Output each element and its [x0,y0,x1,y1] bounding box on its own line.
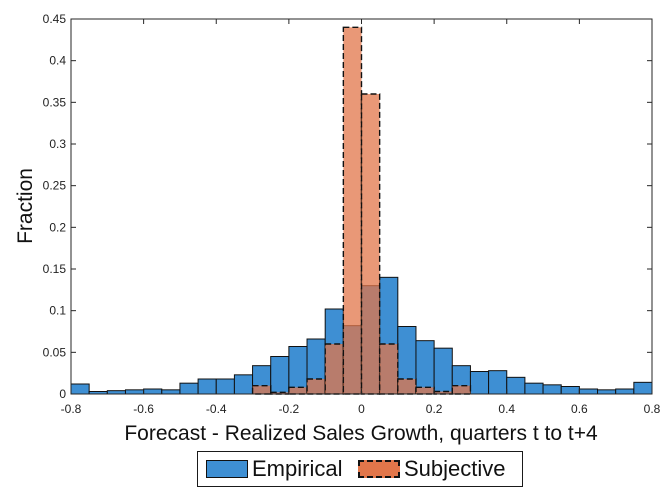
subjective-bar [360,93,381,395]
legend-swatch-subjective [358,460,400,478]
x-tick-label: -0.4 [206,402,227,416]
subjective-bar [397,378,417,395]
empirical-bar [143,388,163,395]
subjective-bar [324,343,345,395]
y-tick-label: 0.1 [49,304,66,318]
empirical-bar [506,376,526,395]
empirical-bar [197,378,217,395]
y-tick-label: 0.35 [43,95,67,109]
subjective-bar [451,384,472,395]
empirical-bar [488,370,508,395]
x-tick-label: 0.2 [426,402,443,416]
x-tick-label: 0.6 [571,402,588,416]
empirical-bar [578,388,599,395]
y-tick-label: 0.2 [49,220,66,234]
subjective-bar [288,386,308,395]
y-tick-label: 0 [59,387,66,401]
x-tick-label: -0.8 [61,402,82,416]
empirical-bar [615,388,635,395]
empirical-bar [560,386,580,395]
legend-swatch-empirical [206,460,248,478]
empirical-bar [415,340,435,395]
empirical-bar [542,384,562,395]
x-tick-label: 0.4 [498,402,515,416]
empirical-bar [179,382,199,395]
empirical-bar [270,356,290,395]
y-tick-label: 0.3 [49,137,66,151]
empirical-bar [633,381,653,395]
y-tick-label: 0.15 [43,262,67,276]
y-tick-label: 0.05 [43,345,67,359]
empirical-bar [597,389,617,395]
subjective-bar [378,343,399,395]
subjective-bar [306,378,326,395]
x-axis-label: Forecast - Realized Sales Growth, quarte… [124,422,598,445]
x-tick-label: -0.6 [133,402,154,416]
y-tick-label: 0.4 [49,54,66,68]
x-tick-label: 0.8 [644,402,660,416]
x-tick-label: -0.2 [279,402,300,416]
subjective-bar [342,26,363,395]
subjective-bar [251,384,272,395]
legend-label-empirical: Empirical [252,456,343,481]
empirical-bar [233,374,254,395]
empirical-bar [469,371,490,395]
legend: Empirical Subjective [197,451,523,487]
empirical-bar [70,383,90,395]
y-tick-label: 0.25 [43,179,67,193]
y-axis-label: Fraction [14,168,37,244]
x-tick-label: 0 [358,402,365,416]
y-tick-label: 0.45 [43,12,67,26]
legend-label-subjective: Subjective [404,456,506,481]
subjective-bar [415,386,435,395]
empirical-bar [215,378,235,395]
empirical-bar [524,382,544,395]
axis-tick-labels: -0.8 -0.6 -0.4 -0.2 0 0.2 0.4 0.6 0.8 0 0.05 0.1 0.1… [43,12,660,416]
empirical-bar [161,389,181,395]
subjective-bars [251,26,472,395]
axis-ticks [70,18,653,395]
empirical-bar [124,389,145,395]
empirical-bar [433,347,453,395]
